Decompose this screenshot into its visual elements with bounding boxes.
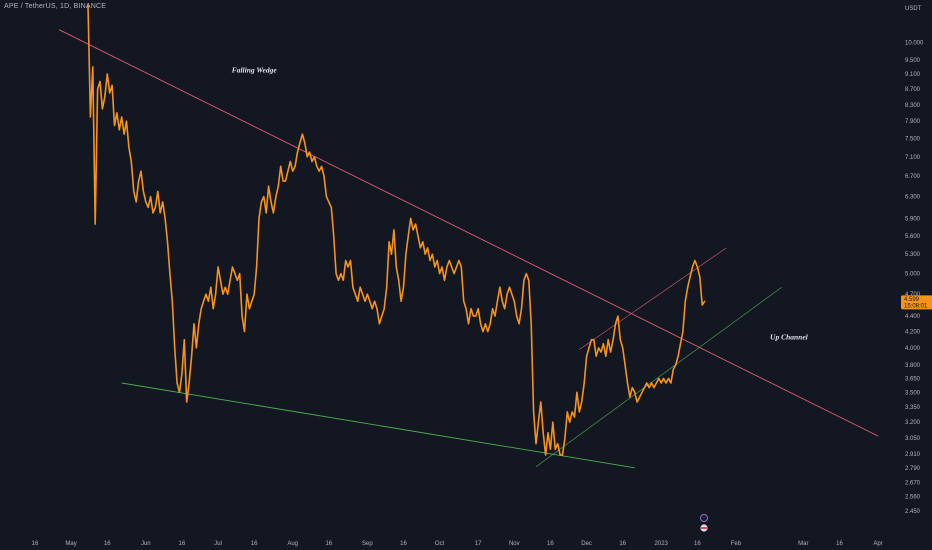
time-axis[interactable]: 16 May 16 Jun 16 Jul 16 Aug 16 Sep 16 Oct 17 Nov 16 Dec… xyxy=(32,541,883,547)
x-tick-label: 16 xyxy=(104,541,111,547)
y-tick-label: 7.500 xyxy=(905,137,921,143)
up-channel-lower-line[interactable] xyxy=(535,286,782,467)
y-tick-label: 3.800 xyxy=(905,363,921,369)
x-tick-label: Sep xyxy=(362,541,373,547)
y-tick-label: 2.910 xyxy=(905,452,921,458)
y-tick-label: 2.450 xyxy=(905,509,921,515)
y-tick-label: 5.000 xyxy=(905,272,921,278)
y-tick-label: 4.200 xyxy=(905,330,921,336)
y-tick-label: 10.000 xyxy=(905,41,924,47)
y-tick-label: 2.790 xyxy=(905,466,921,472)
y-tick-label: 5.300 xyxy=(905,252,921,258)
price-series-line[interactable] xyxy=(87,4,706,456)
y-tick-label: 3.350 xyxy=(905,405,921,411)
falling-wedge-lower-line[interactable] xyxy=(121,382,635,469)
countdown-value: 15:08:01 xyxy=(904,303,928,309)
x-tick-label: 17 xyxy=(475,541,482,547)
y-tick-label: 5.900 xyxy=(905,216,921,222)
y-tick-label: 2.670 xyxy=(905,481,921,487)
event-marker-icon[interactable] xyxy=(699,513,709,523)
y-tick-label: 4.700 xyxy=(905,292,921,298)
y-tick-label: 7.100 xyxy=(905,155,921,161)
price-axis[interactable]: USDT 10.000 9.500 9.100 8.700 8.300 7.900 7.500… xyxy=(905,6,924,515)
annotation-label[interactable]: Up Channel xyxy=(770,333,809,342)
symbol-header[interactable]: APE / TetherUS, 1D, BINANCE xyxy=(4,3,107,10)
x-tick-label: Jul xyxy=(214,541,222,547)
y-tick-label: 6.300 xyxy=(905,195,921,201)
x-tick-label: 16 xyxy=(179,541,186,547)
x-tick-label: 16 xyxy=(619,541,626,547)
x-tick-label: 16 xyxy=(32,541,39,547)
x-tick-label: Oct xyxy=(435,541,445,547)
x-tick-label: 2023 xyxy=(655,541,669,547)
y-tick-label: 4.400 xyxy=(905,314,921,320)
x-tick-label: Mar xyxy=(798,541,808,547)
x-tick-label: Dec xyxy=(581,541,592,547)
y-tick-label: 6.700 xyxy=(905,174,921,180)
x-tick-label: 16 xyxy=(694,541,701,547)
y-tick-label: 7.900 xyxy=(905,119,921,125)
series-layer xyxy=(87,4,706,456)
x-tick-label: Apr xyxy=(873,541,882,547)
flag-marker-stripe xyxy=(701,527,707,529)
drawing-lines-layer xyxy=(58,29,879,469)
y-tick-label: 8.300 xyxy=(905,103,921,109)
y-tick-label: 9.100 xyxy=(905,72,921,78)
x-tick-label: Jun xyxy=(141,541,151,547)
y-tick-label: 4.000 xyxy=(905,346,921,352)
y-tick-label: 9.500 xyxy=(905,58,921,64)
x-tick-label: Feb xyxy=(731,541,742,547)
x-tick-label: May xyxy=(65,541,76,547)
x-tick-label: 16 xyxy=(836,541,843,547)
up-channel-upper-line[interactable] xyxy=(579,247,727,350)
x-tick-label: 16 xyxy=(400,541,407,547)
y-tick-label: 3.650 xyxy=(905,376,921,382)
annotation-label[interactable]: Falling Wedge xyxy=(232,65,278,74)
y-tick-label: 3.500 xyxy=(905,390,921,396)
y-tick-label: 8.700 xyxy=(905,87,921,93)
y-tick-label: 5.600 xyxy=(905,234,921,240)
y-tick-label: 3.050 xyxy=(905,436,921,442)
x-tick-label: Nov xyxy=(509,541,520,547)
last-price-value: 4.599 xyxy=(904,297,920,303)
y-tick-label: 2.560 xyxy=(905,495,921,501)
x-tick-label: 16 xyxy=(547,541,554,547)
annotations-layer: Falling Wedge Up Channel xyxy=(232,65,809,341)
x-tick-label: Aug xyxy=(287,541,298,547)
x-tick-label: 16 xyxy=(251,541,258,547)
y-tick-label: 3.200 xyxy=(905,420,921,426)
currency-label: USDT xyxy=(905,6,922,12)
falling-wedge-upper-line[interactable] xyxy=(58,29,879,437)
event-markers[interactable] xyxy=(699,513,709,532)
x-tick-label: 16 xyxy=(325,541,332,547)
last-price-badge-box xyxy=(901,295,932,310)
